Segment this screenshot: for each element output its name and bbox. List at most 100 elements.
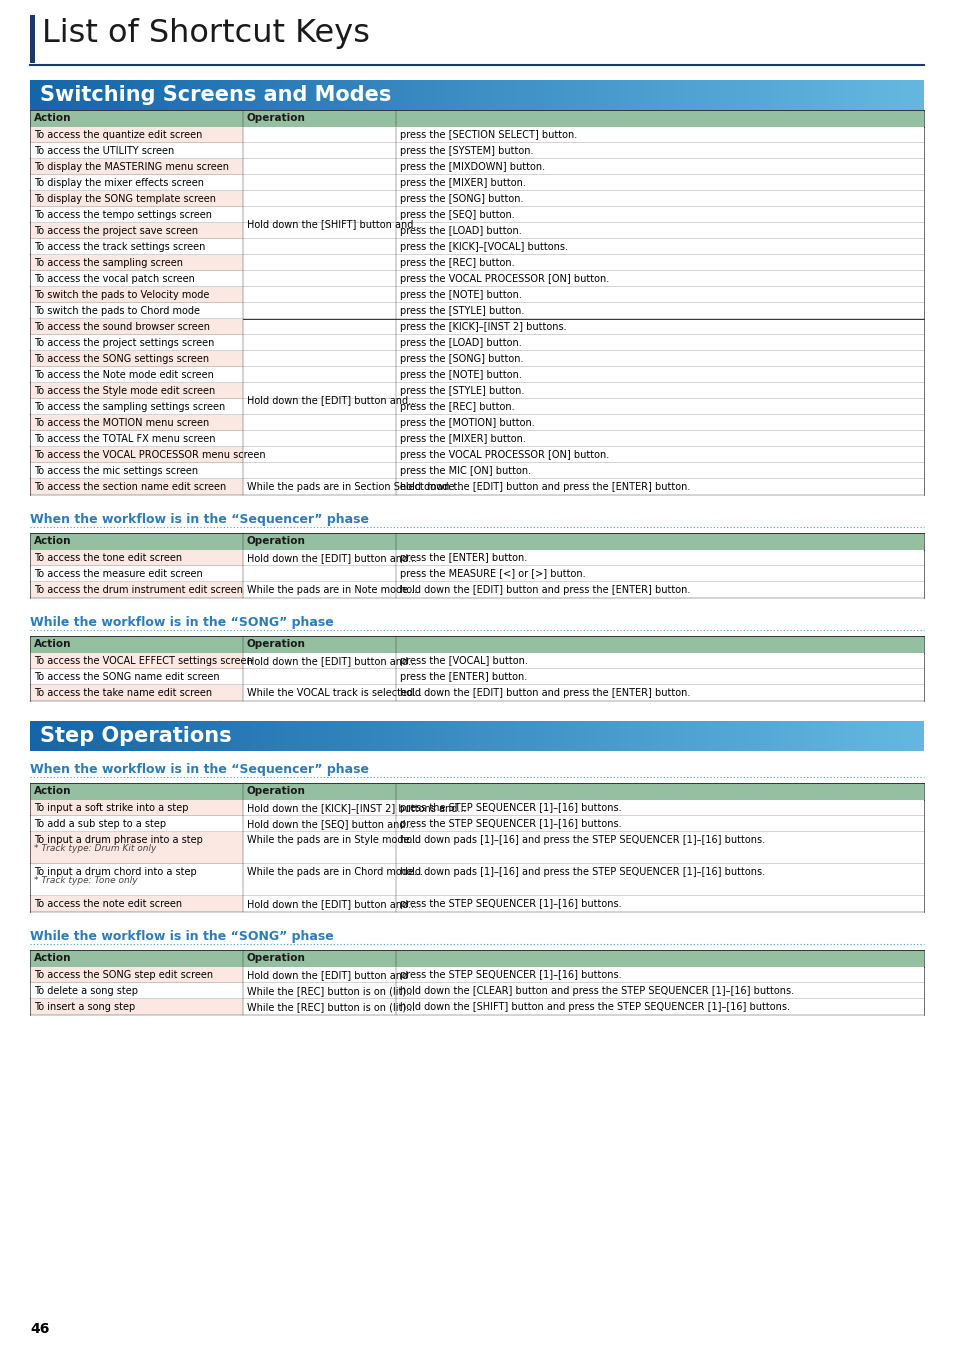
Bar <box>495 80 498 109</box>
Bar <box>495 721 498 751</box>
Bar <box>395 999 923 1015</box>
Bar <box>74 721 79 751</box>
Bar <box>30 367 243 383</box>
Text: Hold down the [EDIT] button and...: Hold down the [EDIT] button and... <box>247 656 416 666</box>
Bar <box>882 80 887 109</box>
Text: press the [SYSTEM] button.: press the [SYSTEM] button. <box>399 146 533 157</box>
Bar <box>485 721 490 751</box>
Bar <box>395 549 923 566</box>
Bar <box>543 721 548 751</box>
Bar <box>182 80 186 109</box>
Bar <box>243 159 395 176</box>
Text: To switch the pads to Chord mode: To switch the pads to Chord mode <box>34 306 200 316</box>
Bar <box>655 721 659 751</box>
Bar <box>539 721 543 751</box>
Bar <box>243 400 395 414</box>
Bar <box>243 271 395 288</box>
Bar <box>275 80 280 109</box>
Bar <box>503 80 508 109</box>
Bar <box>450 80 455 109</box>
Bar <box>543 80 548 109</box>
Bar <box>177 80 182 109</box>
Bar <box>744 80 749 109</box>
Bar <box>395 288 923 302</box>
Bar <box>88 721 92 751</box>
Bar <box>852 721 856 751</box>
Bar <box>517 80 521 109</box>
Bar <box>615 721 619 751</box>
Bar <box>700 721 704 751</box>
Bar <box>30 533 923 549</box>
Bar <box>395 684 923 701</box>
Bar <box>423 721 427 751</box>
Bar <box>342 80 347 109</box>
Bar <box>879 721 882 751</box>
Bar <box>48 721 52 751</box>
Bar <box>691 721 696 751</box>
Bar <box>52 721 57 751</box>
Bar <box>740 80 744 109</box>
Bar <box>767 80 771 109</box>
Bar <box>66 80 71 109</box>
Bar <box>334 721 338 751</box>
Bar <box>151 80 155 109</box>
Text: To switch the pads to Velocity mode: To switch the pads to Velocity mode <box>34 290 209 300</box>
Text: press the [SECTION SELECT] button.: press the [SECTION SELECT] button. <box>399 130 577 140</box>
Bar <box>455 80 458 109</box>
Bar <box>395 335 923 351</box>
Bar <box>48 80 52 109</box>
Bar <box>802 80 807 109</box>
Text: To access the drum instrument edit screen: To access the drum instrument edit scree… <box>34 585 243 595</box>
Bar <box>633 721 638 751</box>
Bar <box>490 721 495 751</box>
Bar <box>816 80 821 109</box>
Bar <box>182 721 186 751</box>
Bar <box>235 721 240 751</box>
Bar <box>243 653 395 670</box>
Bar <box>257 721 262 751</box>
Bar <box>744 721 749 751</box>
Bar <box>418 80 423 109</box>
Bar <box>481 721 485 751</box>
Bar <box>30 15 35 63</box>
Bar <box>172 80 177 109</box>
Bar <box>736 721 740 751</box>
Bar <box>463 80 468 109</box>
Bar <box>450 721 455 751</box>
Bar <box>611 721 615 751</box>
Bar <box>334 80 338 109</box>
Bar <box>84 80 88 109</box>
Bar <box>355 80 360 109</box>
Bar <box>432 721 436 751</box>
Bar <box>530 80 535 109</box>
Bar <box>566 80 570 109</box>
Bar <box>289 721 294 751</box>
Bar <box>829 721 834 751</box>
Bar <box>646 80 651 109</box>
Bar <box>285 721 289 751</box>
Bar <box>896 721 901 751</box>
Bar <box>204 721 209 751</box>
Bar <box>575 80 579 109</box>
Bar <box>329 721 334 751</box>
Bar <box>374 80 378 109</box>
Bar <box>30 159 243 176</box>
Bar <box>583 721 588 751</box>
Bar <box>227 721 231 751</box>
Bar <box>784 721 789 751</box>
Bar <box>726 721 731 751</box>
Bar <box>816 721 821 751</box>
Bar <box>395 302 923 319</box>
Bar <box>441 80 445 109</box>
Bar <box>30 721 34 751</box>
Bar <box>119 80 124 109</box>
Bar <box>641 80 646 109</box>
Bar <box>101 721 106 751</box>
Text: press the [VOCAL] button.: press the [VOCAL] button. <box>399 656 527 666</box>
Text: press the [NOTE] button.: press the [NOTE] button. <box>399 370 521 379</box>
Bar <box>169 80 172 109</box>
Bar <box>651 721 655 751</box>
Bar <box>498 80 503 109</box>
Bar <box>865 80 869 109</box>
Bar <box>468 721 472 751</box>
